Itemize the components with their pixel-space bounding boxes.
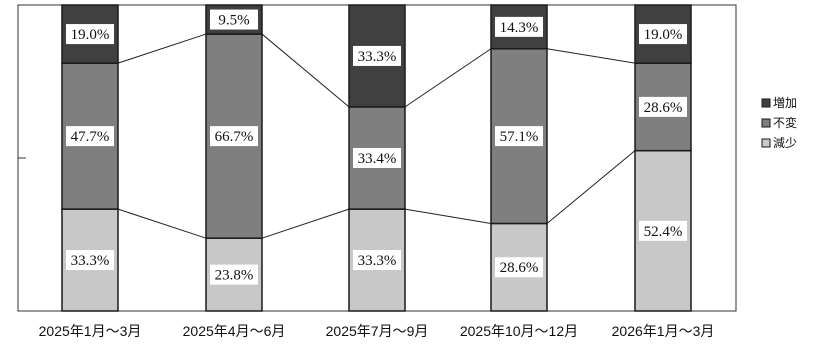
value-label: 33.3% — [358, 49, 397, 65]
value-label: 47.7% — [71, 129, 110, 145]
value-label: 19.0% — [644, 27, 683, 43]
value-label-background — [66, 250, 114, 271]
value-label-background — [66, 126, 114, 147]
value-label-background — [495, 16, 543, 37]
x-axis-label: 2025年1月～3月 — [39, 323, 142, 339]
value-label-background — [639, 220, 687, 241]
connector-line — [546, 48, 636, 64]
value-label: 33.3% — [358, 253, 397, 269]
value-label: 33.3% — [71, 253, 110, 269]
value-label-background — [210, 9, 258, 30]
x-axis-label: 2025年10月～12月 — [460, 323, 578, 339]
legend-label: 不変 — [773, 115, 797, 130]
value-label: 66.7% — [215, 129, 254, 145]
value-label: 28.6% — [500, 260, 539, 276]
value-label-background — [353, 148, 401, 168]
value-label-background — [210, 126, 258, 147]
value-label: 52.4% — [644, 224, 683, 240]
value-label-background — [210, 264, 258, 285]
legend-label: 減少 — [773, 135, 797, 150]
x-axis-labels: 2025年1月～3月 2025年4月～6月 2025年7月～9月 2025年10月～1… — [39, 323, 715, 339]
value-label: 28.6% — [644, 100, 683, 116]
connector-line — [261, 208, 350, 239]
x-axis-label: 2025年7月～9月 — [326, 323, 429, 339]
value-label-background — [495, 257, 543, 278]
connector-line — [404, 208, 492, 224]
x-axis-label: 2025年4月～6月 — [183, 323, 286, 339]
connector-line — [404, 48, 492, 108]
value-label-background — [639, 24, 687, 45]
value-label: 33.4% — [358, 151, 397, 167]
value-label: 14.3% — [500, 20, 539, 36]
value-label-background — [66, 24, 114, 45]
connector-line — [117, 33, 207, 64]
value-label-background — [495, 126, 543, 147]
value-label: 9.5% — [218, 13, 249, 29]
legend-label: 増加 — [773, 96, 797, 110]
connector-lines — [117, 33, 636, 239]
value-label-background — [353, 45, 401, 66]
legend-swatch — [761, 118, 771, 128]
value-label: 23.8% — [215, 268, 254, 284]
legend-swatch — [761, 98, 771, 108]
value-label: 19.0% — [71, 27, 110, 43]
connector-line — [546, 150, 636, 224]
legend-swatch — [761, 138, 771, 148]
connector-line — [261, 33, 350, 108]
value-labels-group: 33.3% 23.8% 33.3% 28.6% 52.4% 47.7% 66.7% 33.4%… — [66, 9, 687, 285]
value-label-background — [353, 250, 401, 271]
connector-line — [117, 208, 207, 239]
value-label-background — [639, 96, 687, 117]
x-axis-label: 2026年1月～3月 — [612, 323, 715, 339]
value-label: 57.1% — [500, 129, 539, 145]
